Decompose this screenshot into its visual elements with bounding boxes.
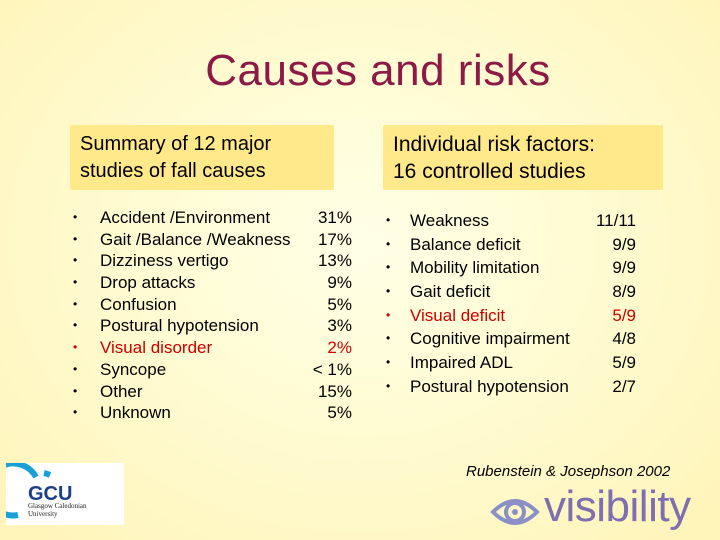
bullet: • — [73, 383, 78, 398]
bullet: • — [73, 296, 78, 311]
risk-label: Postural hypotension — [410, 376, 569, 396]
list-item: • Dizziness vertigo 13% — [73, 250, 358, 272]
citation: Rubenstein & Josephson 2002 — [466, 463, 671, 480]
gcu-name-line2: University — [28, 509, 58, 518]
list-item-highlighted: • Visual disorder 2% — [73, 337, 358, 359]
bullet: • — [386, 284, 391, 299]
gcu-logo: GCU Glasgow Caledonian University — [6, 463, 124, 525]
risk-value: 2/7 — [612, 376, 636, 396]
cause-label: Dizziness vertigo — [100, 251, 229, 271]
risk-heading-box: Individual risk factors: 16 controlled s… — [383, 125, 663, 190]
eye-icon — [490, 499, 540, 525]
cause-value: 13% — [317, 251, 352, 271]
cause-value: 15% — [317, 381, 352, 401]
cause-label: Unknown — [100, 403, 171, 423]
cause-label: Syncope — [100, 359, 167, 379]
cause-value: 31% — [317, 208, 352, 227]
bullet: • — [386, 236, 391, 251]
list-item: • Weakness 11/11 — [386, 209, 646, 233]
bullet: • — [386, 260, 391, 275]
risk-label: Weakness — [410, 211, 490, 230]
cause-value: 5% — [327, 403, 352, 423]
bullet: • — [386, 213, 391, 227]
bullet: • — [73, 340, 78, 355]
risk-factor-list: • Weakness 11/11 • Balance deficit 9/9 • Mobi… — [386, 209, 646, 399]
list-item: • Accident /Environment 31% — [73, 207, 358, 229]
cause-value: 3% — [327, 316, 352, 336]
cause-value: 5% — [327, 294, 352, 314]
risk-label: Cognitive impairment — [410, 329, 570, 349]
visibility-wordmark: visibility — [544, 482, 691, 531]
causes-heading-line1: Summary of 12 major — [80, 133, 272, 155]
risk-label: Balance deficit — [410, 234, 521, 254]
risk-value: 8/9 — [612, 282, 636, 302]
cause-label: Postural hypotension — [100, 316, 259, 336]
list-item: • Mobility limitation 9/9 — [386, 256, 646, 280]
risk-value: 5/9 — [612, 353, 636, 373]
bullet: • — [73, 231, 78, 246]
gcu-letters: GCU — [28, 483, 73, 505]
bullet: • — [73, 275, 78, 290]
risk-value: 9/9 — [612, 258, 636, 278]
risk-label: Visual deficit — [410, 305, 506, 325]
list-item: • Postural hypotension 2/7 — [386, 375, 646, 399]
risk-label: Mobility limitation — [410, 258, 540, 278]
slide-title: Causes and risks — [205, 46, 551, 95]
list-item: • Other 15% — [73, 381, 358, 403]
bullet: • — [386, 378, 391, 393]
risk-value: 9/9 — [612, 234, 636, 254]
cause-label: Visual disorder — [100, 338, 213, 358]
list-item: • Cognitive impairment 4/8 — [386, 327, 646, 351]
list-item: • Postural hypotension 3% — [73, 315, 358, 337]
list-item: • Gait deficit 8/9 — [386, 280, 646, 304]
bullet: • — [386, 355, 391, 370]
cause-value: 2% — [327, 338, 352, 358]
list-item: • Balance deficit 9/9 — [386, 233, 646, 257]
cause-label: Gait /Balance /Weakness — [100, 229, 291, 249]
bullet: • — [73, 253, 78, 268]
gcu-logo-background — [6, 463, 124, 525]
bullet: • — [386, 307, 391, 322]
risk-value: 5/9 — [612, 305, 636, 325]
risk-label: Impaired ADL — [410, 353, 513, 373]
bullet: • — [73, 405, 78, 420]
gcu-university-name: Glasgow Caledonian University — [28, 502, 87, 518]
cause-value: < 1% — [312, 359, 352, 379]
bullet: • — [73, 361, 78, 376]
gcu-arc-icon — [6, 463, 52, 519]
list-item: • Unknown 5% — [73, 402, 358, 424]
cause-label: Accident /Environment — [100, 208, 271, 227]
cause-label: Other — [100, 381, 143, 401]
risk-heading-line1: Individual risk factors: — [393, 133, 595, 156]
risk-heading-line2: 16 controlled studies — [393, 160, 586, 183]
list-item: • Gait /Balance /Weakness 17% — [73, 229, 358, 251]
cause-value: 9% — [327, 273, 352, 293]
list-item: • Drop attacks 9% — [73, 272, 358, 294]
cause-label: Drop attacks — [100, 273, 196, 293]
risk-value: 11/11 — [595, 211, 636, 230]
bullet: • — [73, 318, 78, 333]
causes-heading-box: Summary of 12 major studies of fall caus… — [70, 125, 334, 190]
bullet: • — [73, 210, 78, 224]
causes-list: • Accident /Environment 31% • Gait /Balance… — [73, 207, 358, 424]
list-item: • Confusion 5% — [73, 294, 358, 316]
list-item: • Impaired ADL 5/9 — [386, 351, 646, 375]
visibility-logo: visibility — [490, 482, 706, 534]
bullet: • — [386, 331, 391, 346]
cause-value: 17% — [317, 229, 352, 249]
risk-value: 4/8 — [612, 329, 636, 349]
cause-label: Confusion — [100, 294, 177, 314]
list-item-highlighted: • Visual deficit 5/9 — [386, 304, 646, 328]
risk-label: Gait deficit — [410, 282, 491, 302]
causes-heading-line2: studies of fall causes — [80, 160, 266, 182]
gcu-name-line1: Glasgow Caledonian — [28, 502, 87, 510]
list-item: • Syncope < 1% — [73, 359, 358, 381]
